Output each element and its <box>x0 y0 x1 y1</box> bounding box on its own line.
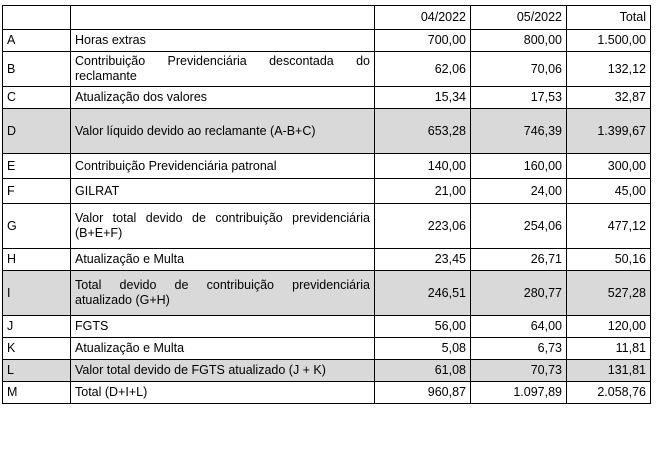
row-month-2-value: 24,00 <box>470 178 567 204</box>
row-month-2-value: 6,73 <box>470 337 567 360</box>
row-month-1-value: 140,00 <box>374 153 471 179</box>
row-total-value: 45,00 <box>566 178 651 204</box>
table-row: B Contribuição Previdenciária descontada… <box>2 51 651 87</box>
row-code: E <box>2 153 71 179</box>
header-month-2: 05/2022 <box>470 5 567 30</box>
row-month-1-value: 21,00 <box>374 178 471 204</box>
row-code: B <box>2 51 71 87</box>
header-month-1: 04/2022 <box>374 5 471 30</box>
row-month-1-value: 653,28 <box>374 108 471 154</box>
row-total-value: 2.058,76 <box>566 381 651 404</box>
row-total-value: 527,28 <box>566 270 651 316</box>
table-row: I Total devido de contribuição previdenc… <box>2 270 651 316</box>
row-description: Atualização dos valores <box>70 86 375 109</box>
row-month-1-value: 223,06 <box>374 203 471 249</box>
table-header-row: 04/2022 05/2022 Total <box>2 5 651 30</box>
row-total-value: 131,81 <box>566 359 651 382</box>
row-code: F <box>2 178 71 204</box>
table-row: K Atualização e Multa 5,08 6,73 11,81 <box>2 337 651 360</box>
row-code: J <box>2 315 71 338</box>
calculation-table: 04/2022 05/2022 Total A Horas extras 700… <box>2 5 651 404</box>
row-month-1-value: 700,00 <box>374 29 471 52</box>
row-total-value: 1.500,00 <box>566 29 651 52</box>
row-description: Valor total devido de contribuição previ… <box>70 203 375 249</box>
row-code: M <box>2 381 71 404</box>
row-month-2-value: 26,71 <box>470 248 567 271</box>
row-total-value: 477,12 <box>566 203 651 249</box>
row-month-1-value: 246,51 <box>374 270 471 316</box>
row-month-1-value: 62,06 <box>374 51 471 87</box>
row-month-1-value: 56,00 <box>374 315 471 338</box>
table-row: H Atualização e Multa 23,45 26,71 50,16 <box>2 248 651 271</box>
row-total-value: 1.399,67 <box>566 108 651 154</box>
row-total-value: 11,81 <box>566 337 651 360</box>
row-month-2-value: 70,73 <box>470 359 567 382</box>
row-total-value: 50,16 <box>566 248 651 271</box>
row-total-value: 32,87 <box>566 86 651 109</box>
header-code <box>2 5 71 30</box>
row-description: Contribuição Previdenciária descontada d… <box>70 51 375 87</box>
row-month-1-value: 5,08 <box>374 337 471 360</box>
header-description <box>70 5 375 30</box>
row-month-2-value: 70,06 <box>470 51 567 87</box>
row-description: Atualização e Multa <box>70 248 375 271</box>
table-row: E Contribuição Previdenciária patronal 1… <box>2 153 651 179</box>
row-code: C <box>2 86 71 109</box>
row-month-1-value: 23,45 <box>374 248 471 271</box>
row-code: K <box>2 337 71 360</box>
row-description: Valor total devido de FGTS atualizado (J… <box>70 359 375 382</box>
row-code: I <box>2 270 71 316</box>
table-row: C Atualização dos valores 15,34 17,53 32… <box>2 86 651 109</box>
row-total-value: 132,12 <box>566 51 651 87</box>
header-total: Total <box>566 5 651 30</box>
table-row: F GILRAT 21,00 24,00 45,00 <box>2 178 651 204</box>
row-month-1-value: 61,08 <box>374 359 471 382</box>
row-code: G <box>2 203 71 249</box>
row-total-value: 300,00 <box>566 153 651 179</box>
row-description: GILRAT <box>70 178 375 204</box>
row-month-2-value: 160,00 <box>470 153 567 179</box>
table-row: G Valor total devido de contribuição pre… <box>2 203 651 249</box>
row-description: Contribuição Previdenciária patronal <box>70 153 375 179</box>
row-month-2-value: 280,77 <box>470 270 567 316</box>
table-row: L Valor total devido de FGTS atualizado … <box>2 359 651 382</box>
row-month-2-value: 17,53 <box>470 86 567 109</box>
row-code: L <box>2 359 71 382</box>
row-month-1-value: 960,87 <box>374 381 471 404</box>
row-month-2-value: 254,06 <box>470 203 567 249</box>
row-code: A <box>2 29 71 52</box>
row-description: Total (D+I+L) <box>70 381 375 404</box>
row-month-2-value: 1.097,89 <box>470 381 567 404</box>
row-code: D <box>2 108 71 154</box>
table-row: D Valor líquido devido ao reclamante (A-… <box>2 108 651 154</box>
table-row: A Horas extras 700,00 800,00 1.500,00 <box>2 29 651 52</box>
table-row: M Total (D+I+L) 960,87 1.097,89 2.058,76 <box>2 381 651 404</box>
row-code: H <box>2 248 71 271</box>
row-month-2-value: 64,00 <box>470 315 567 338</box>
row-month-2-value: 800,00 <box>470 29 567 52</box>
row-total-value: 120,00 <box>566 315 651 338</box>
row-month-1-value: 15,34 <box>374 86 471 109</box>
row-description: Total devido de contribuição previdenciá… <box>70 270 375 316</box>
row-month-2-value: 746,39 <box>470 108 567 154</box>
table-row: J FGTS 56,00 64,00 120,00 <box>2 315 651 338</box>
row-description: Valor líquido devido ao reclamante (A-B+… <box>70 108 375 154</box>
row-description: Horas extras <box>70 29 375 52</box>
row-description: FGTS <box>70 315 375 338</box>
row-description: Atualização e Multa <box>70 337 375 360</box>
